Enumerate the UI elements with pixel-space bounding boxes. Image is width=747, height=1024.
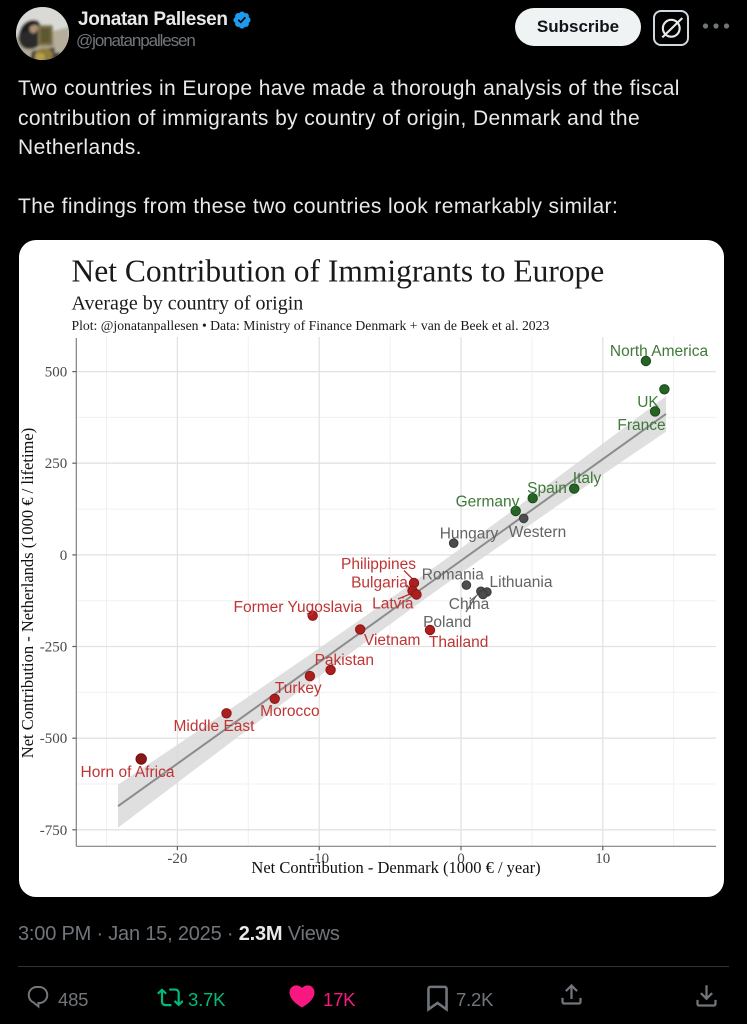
svg-text:250: 250 (45, 456, 68, 472)
svg-text:Former Yugoslavia: Former Yugoslavia (234, 599, 363, 616)
svg-text:500: 500 (45, 365, 68, 381)
svg-text:Pakistan: Pakistan (315, 652, 374, 669)
svg-text:Morocco: Morocco (260, 703, 319, 720)
svg-text:Philippines: Philippines (341, 556, 416, 573)
svg-text:-750: -750 (40, 823, 68, 839)
svg-text:North America: North America (610, 343, 709, 360)
svg-text:Net Contribution - Netherlands: Net Contribution - Netherlands (1000 € /… (19, 428, 37, 758)
svg-text:Turkey: Turkey (275, 680, 322, 697)
svg-text:Latvia: Latvia (372, 596, 414, 613)
svg-text:Spain: Spain (527, 480, 567, 497)
svg-text:Hungary: Hungary (440, 526, 499, 543)
svg-text:Plot: @jonatanpallesen • Data:: Plot: @jonatanpallesen • Data: Ministry … (72, 318, 550, 333)
svg-text:Vietnam: Vietnam (364, 632, 421, 649)
svg-text:-250: -250 (40, 640, 68, 656)
svg-text:Net Contribution - Denmark (10: Net Contribution - Denmark (1000 € / yea… (251, 858, 540, 877)
svg-text:Average by country of origin: Average by country of origin (72, 293, 304, 315)
svg-text:Romania: Romania (422, 567, 484, 584)
svg-text:-500: -500 (40, 731, 68, 747)
svg-text:UK: UK (637, 394, 659, 411)
svg-text:Western: Western (509, 524, 566, 541)
svg-text:Net Contribution of Immigrants: Net Contribution of Immigrants to Europe (72, 254, 605, 289)
svg-text:Poland: Poland (423, 614, 471, 631)
svg-text:Italy: Italy (573, 470, 602, 487)
svg-text:Lithuania: Lithuania (490, 574, 553, 591)
svg-text:Horn of Africa: Horn of Africa (81, 764, 175, 781)
svg-text:France: France (617, 417, 665, 434)
svg-text:10: 10 (595, 851, 610, 867)
svg-text:0: 0 (457, 851, 465, 867)
svg-text:0: 0 (60, 548, 68, 564)
svg-text:China: China (449, 596, 490, 613)
svg-text:-20: -20 (167, 851, 187, 867)
svg-text:-10: -10 (309, 851, 329, 867)
svg-text:Bulgaria: Bulgaria (351, 575, 408, 592)
svg-text:Germany: Germany (456, 494, 520, 511)
svg-text:Middle East: Middle East (174, 718, 256, 735)
svg-text:Thailand: Thailand (429, 634, 488, 651)
